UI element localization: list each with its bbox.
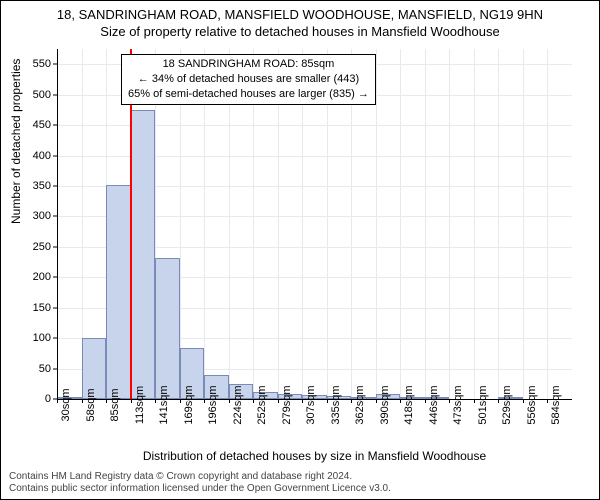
- gridline-v: [547, 49, 548, 399]
- x-tick-mark: [474, 399, 475, 403]
- x-tick-label: 113sqm: [134, 386, 146, 424]
- footer-line2: Contains public sector information licen…: [9, 483, 391, 495]
- x-tick-label: 141sqm: [158, 385, 170, 424]
- histogram-bar: [131, 110, 156, 399]
- x-tick-mark: [376, 399, 377, 403]
- x-axis-label: Distribution of detached houses by size …: [57, 449, 572, 463]
- x-tick-mark: [57, 399, 58, 403]
- x-tick-mark: [400, 399, 401, 403]
- y-tick-label: 50: [11, 363, 51, 375]
- x-tick-label: 252sqm: [256, 385, 268, 424]
- gridline-v: [400, 49, 401, 399]
- x-tick-label: 279sqm: [281, 385, 293, 424]
- annotation-box: 18 SANDRINGHAM ROAD: 85sqm ← 34% of deta…: [121, 54, 376, 105]
- x-tick-mark: [82, 399, 83, 403]
- y-tick-mark: [53, 125, 57, 126]
- x-tick-mark: [302, 399, 303, 403]
- x-tick-mark: [106, 399, 107, 403]
- gridline-v: [449, 49, 450, 399]
- y-axis-label: Number of detached properties: [9, 59, 23, 224]
- gridline-v: [425, 49, 426, 399]
- y-tick-label: 0: [11, 393, 51, 405]
- title-line1: 18, SANDRINGHAM ROAD, MANSFIELD WOODHOUS…: [1, 7, 599, 22]
- x-tick-mark: [351, 399, 352, 403]
- x-tick-label: 362sqm: [354, 385, 366, 424]
- x-tick-label: 418sqm: [403, 385, 415, 424]
- x-tick-label: 473sqm: [452, 385, 464, 424]
- y-tick-mark: [53, 307, 57, 308]
- annotation-line2: ← 34% of detached houses are smaller (44…: [128, 72, 369, 87]
- x-tick-label: 58sqm: [85, 388, 97, 421]
- footer-text: Contains HM Land Registry data © Crown c…: [9, 471, 391, 495]
- plot-area: 18 SANDRINGHAM ROAD: 85sqm ← 34% of deta…: [57, 49, 572, 399]
- x-tick-label: 30sqm: [60, 388, 72, 421]
- histogram-bar: [106, 185, 131, 399]
- annotation-line1: 18 SANDRINGHAM ROAD: 85sqm: [128, 57, 369, 72]
- x-tick-mark: [523, 399, 524, 403]
- x-tick-mark: [204, 399, 205, 403]
- x-tick-mark: [131, 399, 132, 403]
- histogram-bar: [155, 258, 180, 399]
- x-tick-label: 196sqm: [207, 385, 219, 424]
- x-tick-mark: [327, 399, 328, 403]
- y-tick-mark: [53, 155, 57, 156]
- y-tick-label: 100: [11, 332, 51, 344]
- title-line2: Size of property relative to detached ho…: [1, 24, 599, 39]
- gridline-v: [498, 49, 499, 399]
- x-tick-mark: [278, 399, 279, 403]
- y-tick-mark: [53, 246, 57, 247]
- x-tick-label: 584sqm: [550, 385, 562, 424]
- gridline-v: [523, 49, 524, 399]
- x-tick-mark: [449, 399, 450, 403]
- chart-container: 18, SANDRINGHAM ROAD, MANSFIELD WOODHOUS…: [0, 0, 600, 500]
- x-tick-label: 446sqm: [428, 385, 440, 424]
- x-tick-mark: [229, 399, 230, 403]
- annotation-line3: 65% of semi-detached houses are larger (…: [128, 87, 369, 102]
- x-tick-mark: [155, 399, 156, 403]
- y-tick-label: 250: [11, 241, 51, 253]
- x-tick-label: 556sqm: [526, 385, 538, 424]
- gridline-v: [474, 49, 475, 399]
- x-tick-mark: [253, 399, 254, 403]
- footer-line1: Contains HM Land Registry data © Crown c…: [9, 471, 391, 483]
- y-tick-label: 200: [11, 271, 51, 283]
- x-tick-mark: [547, 399, 548, 403]
- gridline-v: [376, 49, 377, 399]
- y-tick-mark: [53, 94, 57, 95]
- x-tick-mark: [425, 399, 426, 403]
- y-tick-mark: [53, 338, 57, 339]
- y-tick-mark: [53, 216, 57, 217]
- x-tick-label: 390sqm: [379, 385, 391, 424]
- x-tick-label: 85sqm: [109, 388, 121, 421]
- y-tick-mark: [53, 277, 57, 278]
- y-axis-line: [57, 49, 58, 399]
- x-tick-label: 224sqm: [232, 385, 244, 424]
- x-tick-label: 169sqm: [183, 385, 195, 424]
- y-tick-label: 150: [11, 302, 51, 314]
- y-tick-mark: [53, 185, 57, 186]
- x-tick-label: 335sqm: [330, 385, 342, 424]
- x-tick-mark: [180, 399, 181, 403]
- x-tick-mark: [498, 399, 499, 403]
- x-tick-label: 501sqm: [477, 385, 489, 424]
- y-tick-mark: [53, 64, 57, 65]
- x-tick-label: 307sqm: [305, 385, 317, 424]
- y-tick-mark: [53, 368, 57, 369]
- x-tick-label: 529sqm: [501, 385, 513, 424]
